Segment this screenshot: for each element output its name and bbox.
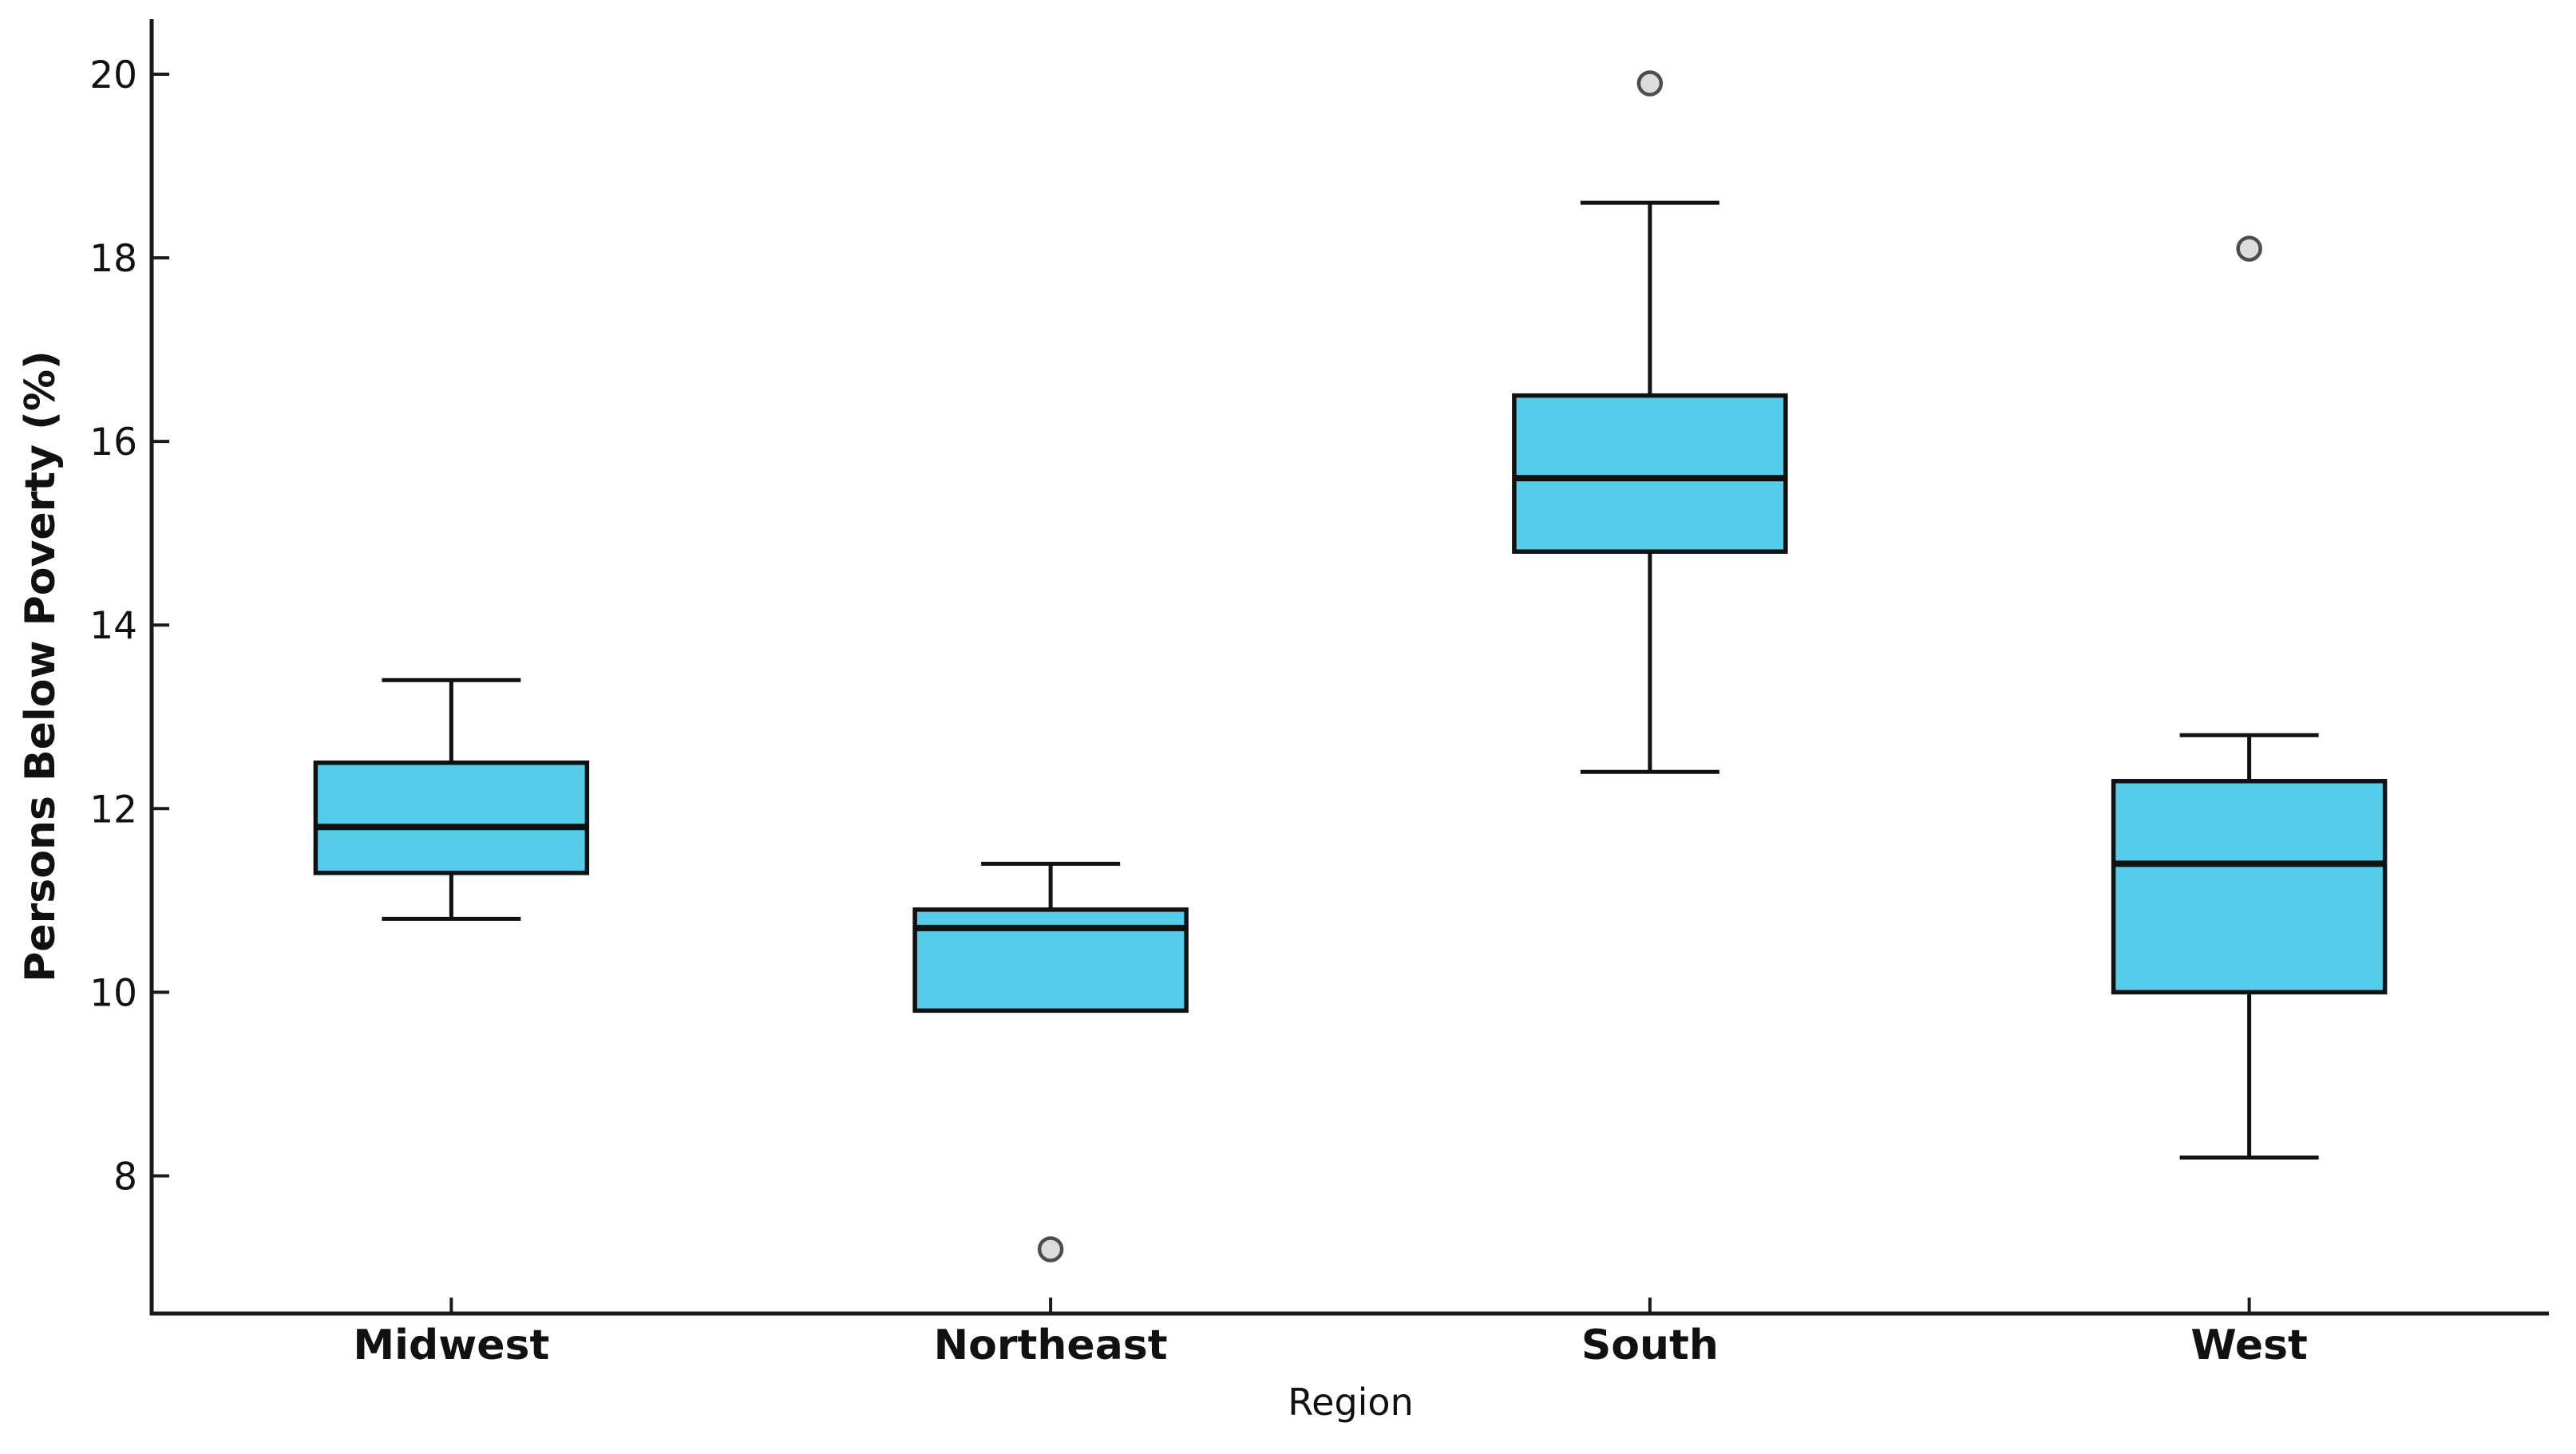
y-axis-title: Persons Below Poverty (%) (17, 350, 65, 982)
outlier-marker (1037, 1236, 1064, 1262)
outlier-marker (1636, 70, 1664, 97)
iqr-box (1512, 393, 1788, 554)
iqr-box (313, 761, 590, 875)
y-tick-label: 14 (89, 604, 137, 648)
y-tick-label: 8 (113, 1155, 137, 1199)
x-tick-label-northeast: Northeast (934, 1322, 1168, 1369)
y-tick-label: 18 (89, 237, 137, 281)
axes-layer: 8 10 12 14 16 18 20 Midwest Northeast South West (89, 19, 2549, 1369)
x-tick-label-west: West (2190, 1322, 2308, 1369)
y-tick-label: 16 (89, 421, 137, 464)
iqr-box (2111, 779, 2388, 995)
y-tick-label: 10 (89, 971, 137, 1015)
x-tick-label-south: South (1581, 1322, 1719, 1369)
boxplot-northeast (912, 861, 1189, 1262)
boxplot-midwest (313, 678, 590, 921)
y-tick-label: 12 (89, 788, 137, 832)
outlier-marker (2236, 235, 2262, 262)
boxplot-west (2111, 235, 2388, 1160)
boxes-layer (313, 70, 2388, 1262)
boxplot-south (1512, 70, 1788, 774)
y-tick-label: 20 (89, 53, 137, 97)
x-tick-label-midwest: Midwest (353, 1322, 549, 1369)
x-axis-title: Region (1288, 1381, 1413, 1424)
iqr-box (912, 907, 1189, 1013)
